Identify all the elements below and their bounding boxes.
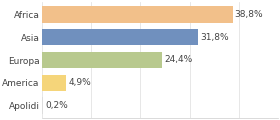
Text: 0,2%: 0,2% xyxy=(45,101,68,110)
Bar xyxy=(42,29,198,45)
Bar xyxy=(42,6,233,23)
Text: 4,9%: 4,9% xyxy=(68,78,91,87)
Text: 31,8%: 31,8% xyxy=(200,33,229,42)
Bar xyxy=(42,75,66,91)
Text: 24,4%: 24,4% xyxy=(164,55,192,64)
Text: 38,8%: 38,8% xyxy=(235,10,263,19)
Bar xyxy=(42,52,162,68)
Bar xyxy=(42,97,43,114)
